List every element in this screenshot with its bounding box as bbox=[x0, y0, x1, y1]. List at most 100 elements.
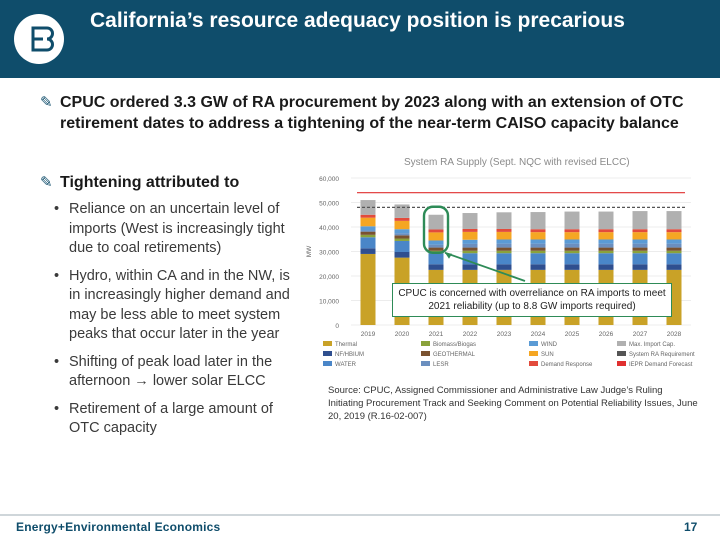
footer-company-name: Energy+Environmental Economics bbox=[16, 520, 221, 534]
bar-segment bbox=[530, 250, 546, 254]
bar-segment bbox=[530, 212, 546, 230]
legend-swatch bbox=[529, 341, 538, 346]
bar-segment bbox=[530, 247, 546, 251]
bar-segment bbox=[598, 253, 614, 265]
bullet-dot-icon: • bbox=[54, 353, 60, 370]
legend-swatch bbox=[323, 341, 332, 346]
y-axis-label: MW bbox=[306, 245, 313, 257]
bar-segment bbox=[428, 247, 444, 251]
bullet-dot-icon: • bbox=[54, 201, 60, 217]
x-tick-label: 2023 bbox=[497, 331, 512, 338]
bar-segment bbox=[462, 231, 478, 240]
main-bullet-text: CPUC ordered 3.3 GW of RA procurement by… bbox=[60, 94, 684, 132]
bar-segment bbox=[632, 211, 648, 230]
bar-segment bbox=[462, 213, 478, 229]
legend-label: GEOTHERMAL bbox=[433, 352, 476, 358]
legend-swatch bbox=[421, 341, 430, 346]
bar-segment bbox=[360, 234, 376, 238]
e3-logo bbox=[14, 14, 64, 64]
bar-segment bbox=[496, 250, 512, 254]
slide-title: California’s resource adequacy position … bbox=[90, 9, 625, 32]
bar-segment bbox=[394, 240, 410, 252]
footer-divider bbox=[0, 514, 720, 516]
bar-segment bbox=[496, 239, 512, 244]
legend-swatch bbox=[323, 351, 332, 356]
bar-segment bbox=[496, 243, 512, 248]
sub-bullet-text: Reliance on an uncertain level of import… bbox=[69, 201, 285, 256]
x-tick-label: 2020 bbox=[395, 331, 410, 338]
sub-bullet-text: Hydro, within CA and in the NW, is in in… bbox=[69, 267, 290, 343]
bar-segment bbox=[496, 247, 512, 251]
bar-segment bbox=[666, 232, 682, 240]
legend-swatch bbox=[421, 361, 430, 366]
ra-supply-chart: 0 10,000 20,000 30,000 40,000 50,000 60,000 MW 2… bbox=[306, 176, 695, 368]
bar-segment bbox=[496, 264, 512, 270]
legend-label: Thermal bbox=[335, 342, 357, 348]
legend-swatch bbox=[323, 361, 332, 366]
x-tick-label: 2025 bbox=[565, 331, 580, 338]
bar-segment bbox=[598, 243, 614, 248]
x-tick-label: 2021 bbox=[429, 331, 444, 338]
bar-segment bbox=[598, 264, 614, 270]
bar-segment bbox=[394, 238, 410, 241]
bar-segment bbox=[598, 239, 614, 244]
x-tick-label: 2022 bbox=[463, 331, 478, 338]
bar-segment bbox=[632, 239, 648, 244]
main-bullet-tightening: ✎ Tightening attributed to bbox=[40, 172, 310, 193]
legend-swatch bbox=[529, 361, 538, 366]
bar-segment bbox=[360, 226, 376, 231]
bar-segment bbox=[598, 232, 614, 240]
x-tick-label: 2024 bbox=[531, 331, 546, 338]
bar-segment bbox=[564, 250, 580, 254]
bar-segment bbox=[428, 232, 444, 241]
bullet-dot-icon: • bbox=[54, 400, 60, 417]
bar-segment bbox=[598, 250, 614, 254]
bar-segment bbox=[530, 232, 546, 240]
source-citation: Source: CPUC, Assigned Commissioner and … bbox=[328, 385, 698, 422]
bar-segment bbox=[428, 253, 444, 265]
bar-segment bbox=[530, 229, 546, 233]
main-bullet-text: Tightening attributed to bbox=[60, 174, 240, 191]
bar-segment bbox=[360, 217, 376, 227]
bar-segment bbox=[666, 247, 682, 251]
bar-segment bbox=[666, 253, 682, 265]
bar-segment bbox=[394, 229, 410, 234]
bar-segment bbox=[632, 243, 648, 248]
bar-segment bbox=[360, 248, 376, 254]
page-number: 17 bbox=[684, 520, 698, 534]
legend-swatch bbox=[421, 351, 430, 356]
bar-segment bbox=[564, 229, 580, 233]
callout-connector bbox=[444, 251, 526, 282]
bar-segment bbox=[598, 211, 614, 230]
y-tick-label: 40,000 bbox=[319, 225, 339, 232]
y-tick-label: 10,000 bbox=[319, 299, 339, 306]
bar-segment bbox=[530, 243, 546, 248]
sub-bullet: • Reliance on an uncertain level of impor… bbox=[52, 200, 297, 259]
legend-swatch bbox=[617, 361, 626, 366]
bar-segment bbox=[360, 214, 376, 218]
bar-segment bbox=[496, 228, 512, 232]
bar-segment bbox=[394, 251, 410, 258]
y-tick-label: 20,000 bbox=[319, 274, 339, 281]
legend-swatch bbox=[617, 351, 626, 356]
sub-bullet: • Hydro, within CA and in the NW, is in i… bbox=[52, 267, 297, 345]
x-tick-label: 2028 bbox=[667, 331, 682, 338]
bar-segment bbox=[564, 253, 580, 265]
x-tick-label: 2027 bbox=[633, 331, 648, 338]
bar-segment bbox=[394, 235, 410, 239]
sub-bullet-text: Retirement of a large amount of OTC capa… bbox=[69, 400, 273, 437]
y-tick-label: 60,000 bbox=[319, 176, 339, 183]
bar-segment bbox=[394, 204, 410, 218]
pencil-arrow-icon: ✎ bbox=[40, 174, 53, 191]
bar-segment bbox=[564, 232, 580, 240]
y-tick-label: 0 bbox=[335, 323, 339, 330]
legend-label: Demand Response bbox=[541, 362, 593, 368]
legend-label: System RA Requirement bbox=[629, 352, 695, 358]
slide-header: California’s resource adequacy position … bbox=[0, 0, 720, 78]
legend-label: IEPR Demand Forecast bbox=[629, 362, 693, 368]
bar-segment bbox=[462, 250, 478, 254]
bar-segment bbox=[598, 247, 614, 251]
sub-bullet: • Retirement of a large amount of OTC cap… bbox=[52, 400, 297, 439]
bar-segment bbox=[564, 243, 580, 248]
x-tick-label: 2019 bbox=[361, 331, 376, 338]
